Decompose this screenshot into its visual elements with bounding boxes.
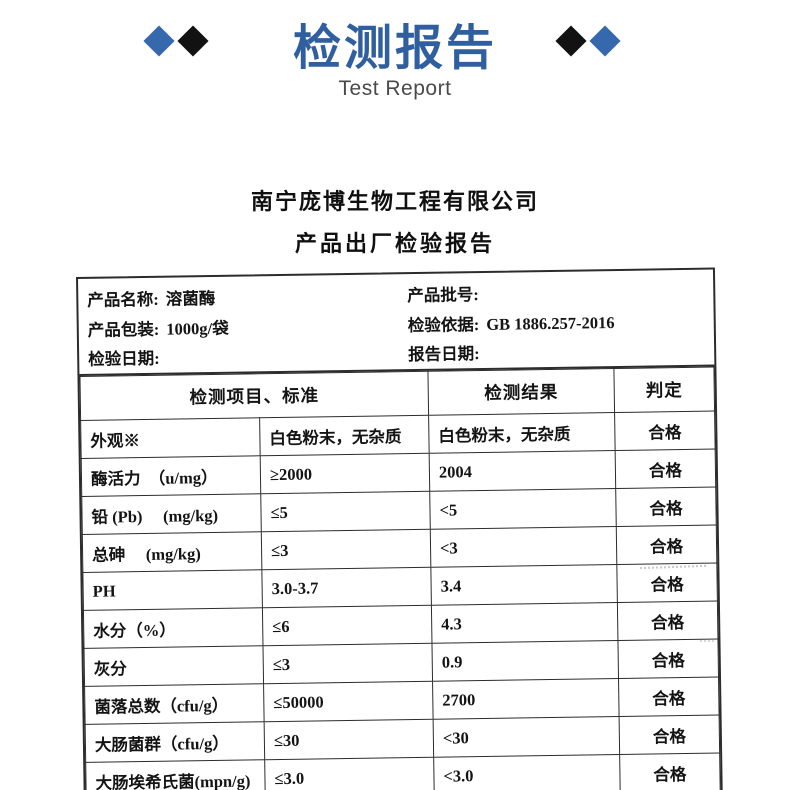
table-cell-verdict: 合格 (617, 601, 718, 641)
table-cell-result: 4.3 (431, 602, 618, 644)
table-cell-standard: ≤50000 (263, 681, 434, 722)
page-title: 检测报告 (292, 22, 497, 75)
table-cell-verdict: 合格 (616, 563, 718, 603)
diamond-black-icon (555, 25, 587, 57)
scanned-table-region: 产品名称: 溶菌酶 产品包装: 1000g/袋 检验日期: 产品批号: 检验依据: G… (76, 267, 723, 790)
table-cell-verdict: 合格 (614, 411, 716, 451)
table-cell-result: <3 (430, 526, 617, 568)
table-cell-item: 菌落总数（cfu/g） (84, 683, 265, 725)
table-cell-result: 白色粉末，无杂质 (428, 412, 616, 454)
table-cell-result: <3.0 (433, 754, 621, 790)
info-label: 检验日期: (88, 348, 160, 369)
info-label: 报告日期: (408, 344, 480, 365)
info-report-date: 报告日期: (408, 336, 714, 370)
banner: 检测报告 Test Report (0, 0, 790, 110)
results-table-body: 外观※ 白色粉末，无杂质 白色粉末，无杂质 合格 酶活力 （u/mg） ≥2000 2004… (80, 411, 721, 790)
table-cell-standard: ≤6 (262, 605, 432, 646)
info-value: 1000g/袋 (166, 318, 229, 339)
info-label: 产品包装: (87, 319, 160, 340)
table-cell-item: 大肠菌群（cfu/g） (85, 721, 265, 763)
header-verdict: 判定 (613, 367, 715, 413)
table-cell-standard: 白色粉末，无杂质 (259, 415, 430, 456)
table-cell-result: 0.9 (431, 640, 619, 682)
table-cell-standard: ≤3 (262, 643, 433, 684)
table-cell-item: 总砷 (mg/kg) (82, 531, 262, 573)
table-cell-standard: ≤30 (264, 719, 434, 760)
info-value: GB 1886.257-2016 (486, 312, 615, 334)
table-cell-item: PH (82, 569, 263, 611)
table-cell-standard: ≤3 (261, 529, 431, 570)
table-cell-result: 3.4 (430, 564, 618, 606)
table-cell-verdict: 合格 (616, 525, 717, 565)
info-batch-number: 产品批号: (407, 277, 713, 311)
results-table: 检测项目、标准 检测结果 判定 外观※ 白色粉末，无杂质 白色粉末，无杂质 合格 酶活力… (79, 367, 721, 790)
product-info-left-column: 产品名称: 溶菌酶 产品包装: 1000g/袋 检验日期: (78, 274, 408, 374)
table-cell-result: 2700 (432, 678, 620, 720)
table-cell-standard: ≤5 (260, 491, 431, 532)
info-product-name: 产品名称: 溶菌酶 (87, 281, 407, 315)
table-cell-item: 外观※ (80, 417, 261, 459)
info-product-package: 产品包装: 1000g/袋 (88, 311, 408, 345)
table-cell-verdict: 合格 (619, 715, 720, 755)
table-cell-standard: ≤3.0 (264, 757, 435, 790)
header-result: 检测结果 (427, 368, 615, 416)
table-cell-result: <5 (429, 488, 617, 530)
scan-smudge (700, 640, 714, 642)
info-label: 产品批号: (407, 285, 479, 306)
banner-decor-right (555, 25, 621, 57)
header-item-standard: 检测项目、标准 (79, 371, 429, 421)
diamond-blue-icon (589, 25, 621, 57)
table-cell-item: 灰分 (84, 645, 264, 687)
report-title: 产品出厂检验报告 (294, 231, 495, 256)
table-cell-result: <30 (433, 716, 620, 758)
table-cell-verdict: 合格 (619, 753, 721, 790)
table-cell-result: 2004 (429, 450, 616, 492)
table-cell-item: 大肠埃希氏菌(mpn/g) (85, 759, 266, 790)
page-subtitle: Test Report (338, 77, 452, 100)
table-cell-standard: ≥2000 (260, 453, 430, 494)
table-cell-verdict: 合格 (615, 487, 717, 527)
table-cell-item: 水分（%） (83, 607, 263, 649)
table-cell-verdict: 合格 (617, 639, 719, 679)
table-cell-verdict: 合格 (618, 677, 720, 717)
product-info-block: 产品名称: 溶菌酶 产品包装: 1000g/袋 检验日期: 产品批号: 检验依据: G… (78, 269, 715, 376)
info-label: 产品名称: (87, 289, 159, 310)
table-cell-item: 酶活力 （u/mg） (81, 455, 261, 497)
table-cell-standard: 3.0-3.7 (261, 567, 432, 608)
info-label: 检验依据: (407, 314, 480, 335)
info-inspection-date: 检验日期: (88, 340, 408, 374)
table-cell-item: 铅 (Pb) (mg/kg) (81, 493, 262, 535)
table-cell-verdict: 合格 (615, 449, 716, 489)
info-value: 溶菌酶 (165, 288, 216, 309)
company-name: 南宁庞博生物工程有限公司 (250, 189, 539, 214)
product-info-right-column: 产品批号: 检验依据: GB 1886.257-2016 报告日期: (407, 270, 714, 370)
info-inspection-basis: 检验依据: GB 1886.257-2016 (408, 306, 714, 340)
